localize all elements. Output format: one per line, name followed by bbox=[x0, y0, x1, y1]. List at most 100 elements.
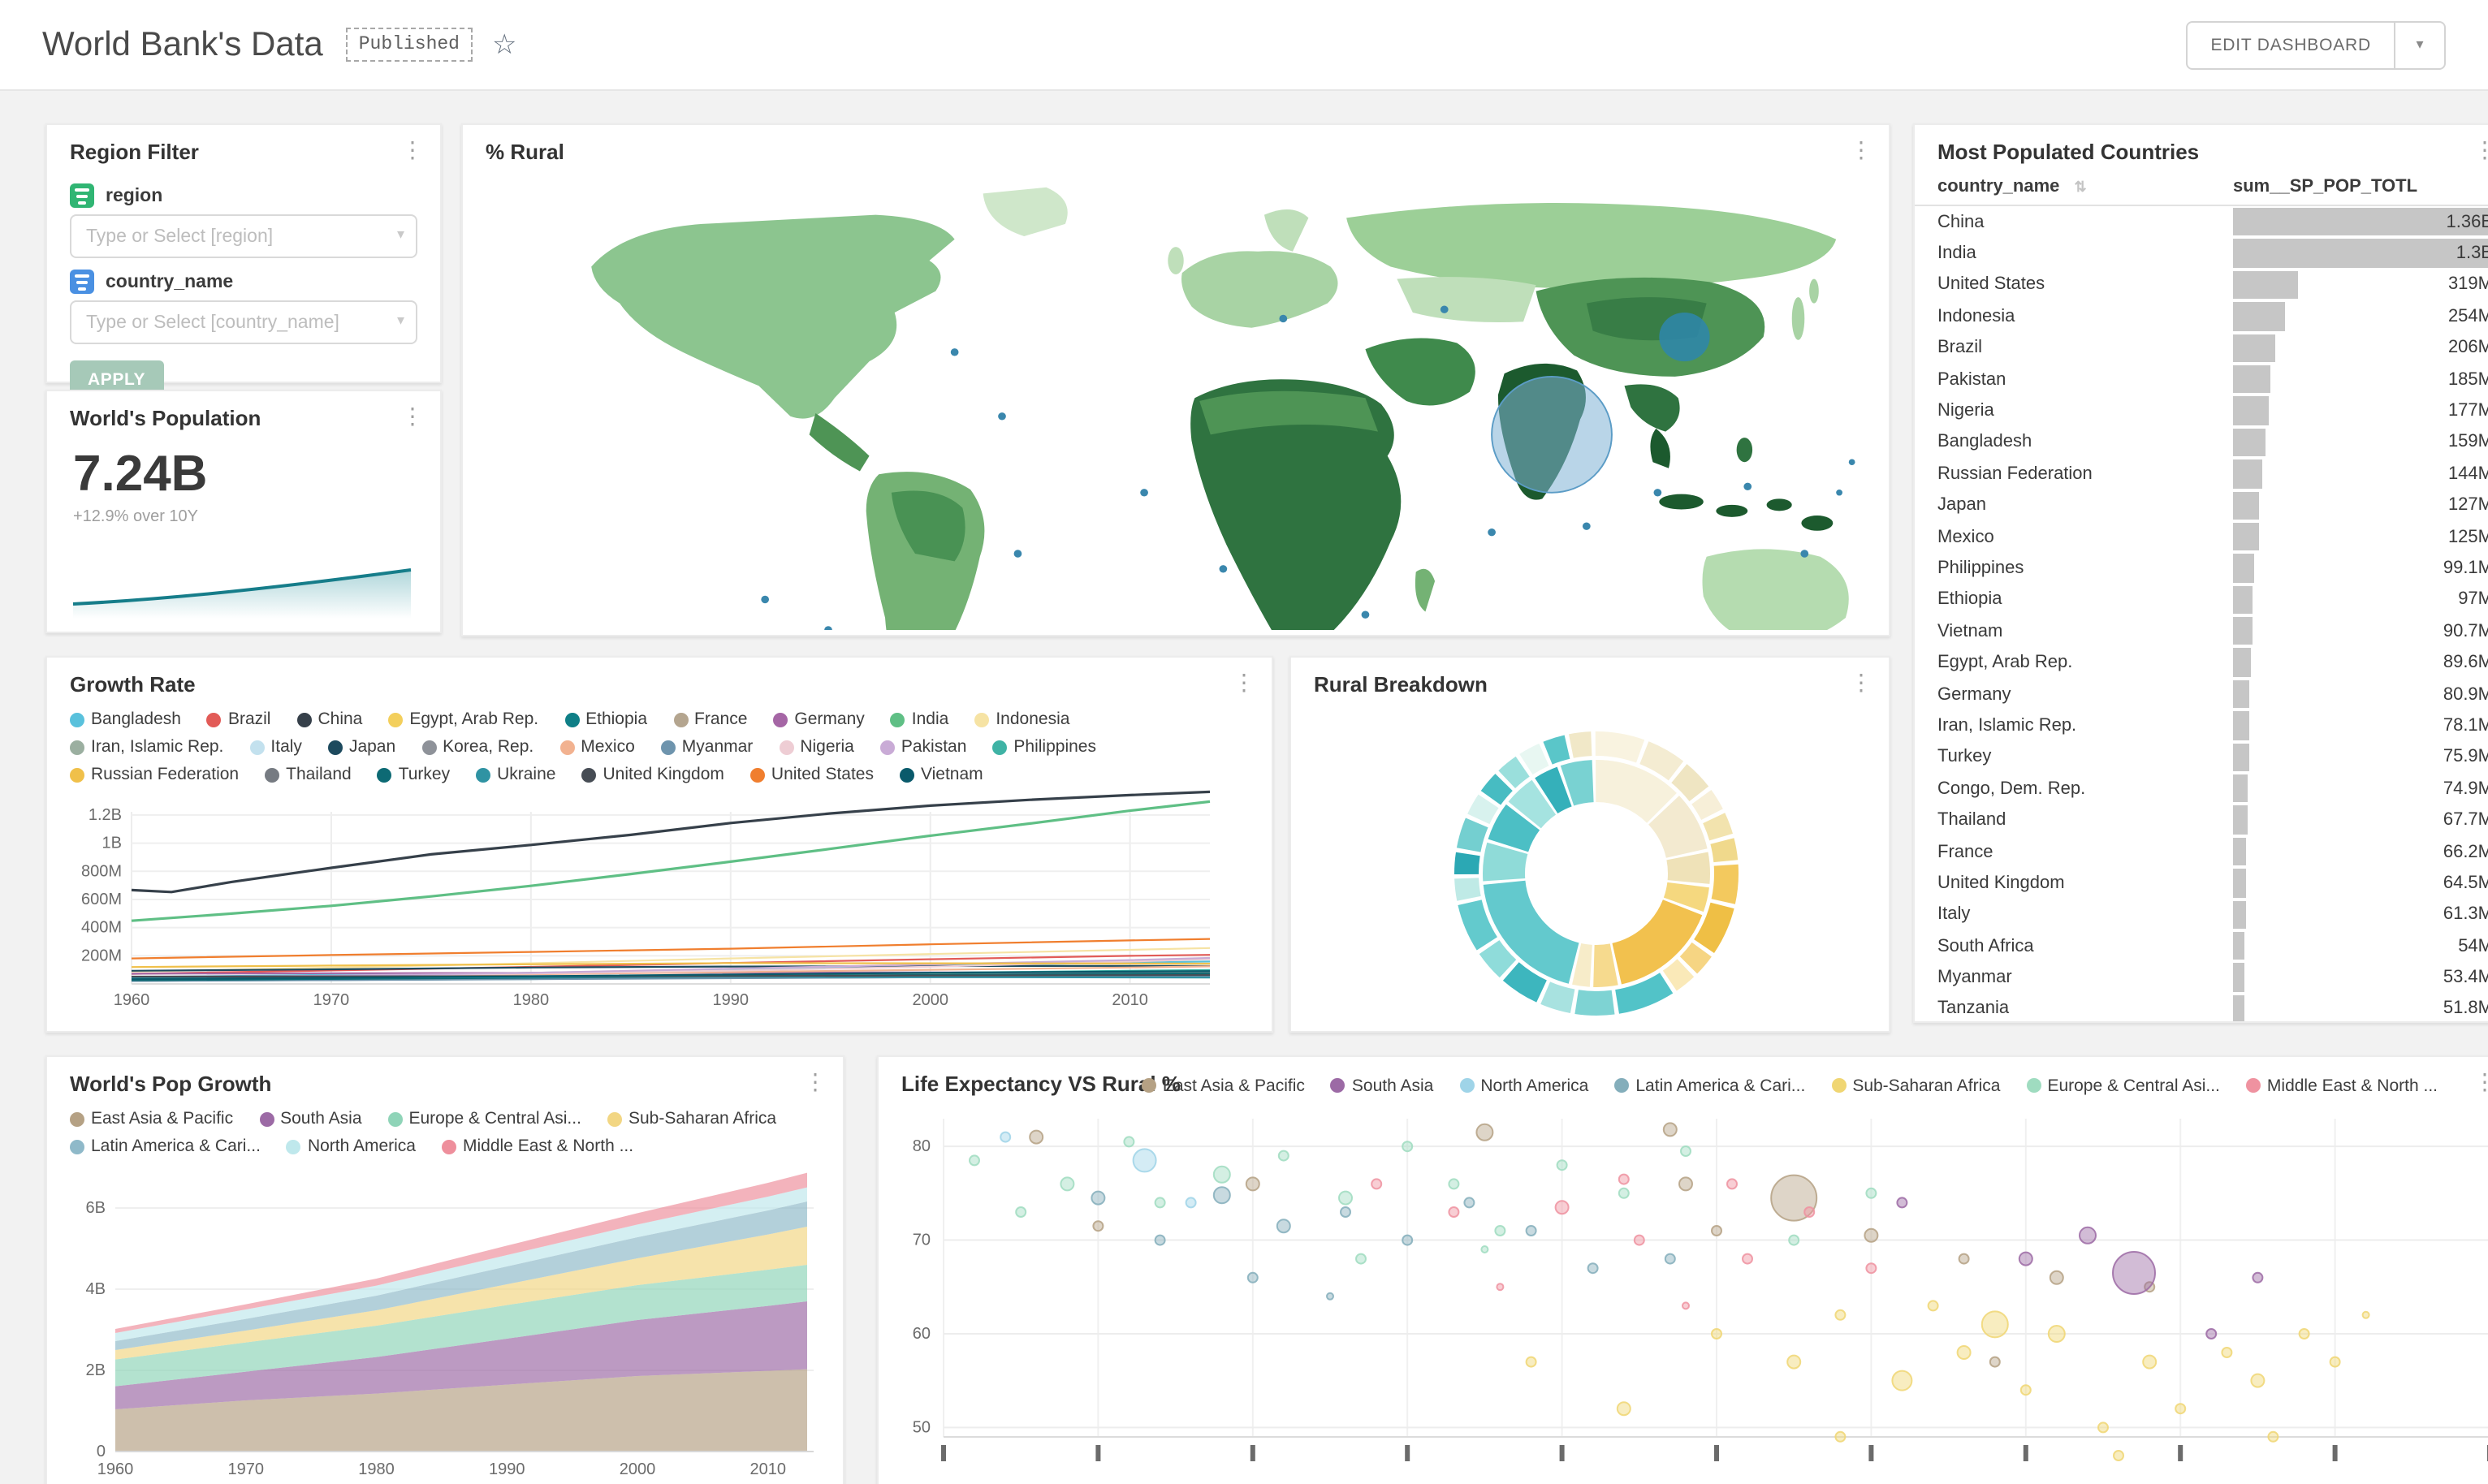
legend-item[interactable]: Vietnam bbox=[900, 766, 983, 783]
published-badge[interactable]: Published bbox=[345, 28, 473, 62]
legend-label: Ukraine bbox=[497, 764, 556, 784]
more-options-icon[interactable]: ⋮ bbox=[1850, 136, 1872, 162]
more-options-icon[interactable]: ⋮ bbox=[1233, 669, 1255, 695]
svg-text:1.2B: 1.2B bbox=[89, 806, 122, 824]
population-value: 125M bbox=[2447, 527, 2488, 547]
edit-dashboard-group: EDIT DASHBOARD ▾ bbox=[2186, 20, 2446, 69]
more-options-icon[interactable]: ⋮ bbox=[401, 403, 424, 429]
table-row: Mexico 125M bbox=[1915, 521, 2488, 553]
legend-item[interactable]: Ethiopia bbox=[564, 711, 647, 729]
svg-text:70: 70 bbox=[913, 1232, 931, 1249]
legend-item[interactable]: Mexico bbox=[559, 739, 635, 756]
country-select: ▾ bbox=[70, 300, 417, 344]
more-options-icon[interactable]: ⋮ bbox=[1850, 669, 1872, 695]
legend-item[interactable]: India bbox=[890, 711, 948, 729]
edit-dashboard-button[interactable]: EDIT DASHBOARD bbox=[2186, 20, 2395, 69]
legend-item[interactable]: South Asia bbox=[259, 1111, 362, 1128]
legend-item[interactable]: Sub-Saharan Africa bbox=[607, 1111, 776, 1128]
legend-item[interactable]: Russian Federation bbox=[70, 766, 239, 783]
card-title: Most Populated Countries bbox=[1937, 140, 2200, 164]
sort-icon[interactable]: ⇅ bbox=[2074, 179, 2087, 195]
table-row: Myanmar 53.4M bbox=[1915, 962, 2488, 994]
legend-label: Latin America & Cari... bbox=[91, 1137, 261, 1156]
field-name: country_name bbox=[106, 272, 234, 291]
country-name-cell: Bangladesh bbox=[1937, 432, 2032, 452]
legend-item[interactable]: United States bbox=[749, 766, 874, 783]
legend-item[interactable]: Latin America & Cari... bbox=[1614, 1076, 1805, 1095]
legend-item[interactable]: Germany bbox=[773, 711, 865, 729]
legend-item[interactable]: South Asia bbox=[1330, 1076, 1433, 1095]
country-name-cell: Japan bbox=[1937, 495, 1986, 516]
legend-dot bbox=[249, 740, 265, 755]
legend-item[interactable]: France bbox=[673, 711, 747, 729]
population-value: 206M bbox=[2447, 338, 2488, 358]
country-name-cell: Tanzania bbox=[1937, 999, 2010, 1019]
edit-dropdown-caret-icon[interactable]: ▾ bbox=[2395, 20, 2446, 69]
country-name-cell: Vietnam bbox=[1937, 621, 2003, 641]
favorite-star-icon[interactable]: ☆ bbox=[492, 28, 517, 59]
legend-dot bbox=[2026, 1078, 2041, 1093]
more-options-icon[interactable]: ⋮ bbox=[804, 1068, 827, 1094]
column-label: sum__SP_POP_TOTL bbox=[2233, 177, 2418, 196]
country-name-cell: China bbox=[1937, 212, 1985, 232]
legend-item[interactable]: Nigeria bbox=[779, 739, 854, 756]
table-row: China 1.36B bbox=[1915, 206, 2488, 238]
legend-item[interactable]: Sub-Saharan Africa bbox=[1831, 1076, 2000, 1095]
value-bar bbox=[2233, 869, 2247, 898]
value-bar bbox=[2233, 302, 2286, 331]
world-map bbox=[591, 187, 1855, 630]
population-value: 97M bbox=[2458, 589, 2488, 610]
legend-item[interactable]: Turkey bbox=[377, 766, 450, 783]
rural-breakdown-card: Rural Breakdown ⋮ bbox=[1289, 656, 1890, 1033]
legend-item[interactable]: United Kingdom bbox=[581, 766, 724, 783]
legend-item[interactable]: Philippines bbox=[992, 739, 1096, 756]
table-row: Tanzania 51.8M bbox=[1915, 994, 2488, 1021]
legend-dot bbox=[476, 767, 491, 782]
population-value-cell: 74.9M bbox=[2233, 773, 2488, 805]
legend-item[interactable]: North America bbox=[286, 1138, 416, 1155]
legend-item[interactable]: Ukraine bbox=[476, 766, 555, 783]
column-header[interactable]: sum__SP_POP_TOTL ⇅ bbox=[2233, 177, 2488, 196]
legend-item[interactable]: China bbox=[296, 710, 363, 730]
legend-item[interactable]: Middle East & North ... bbox=[2245, 1076, 2438, 1095]
most-populated-card: Most Populated Countries ⋮ country_name … bbox=[1913, 123, 2488, 1023]
more-options-icon[interactable]: ⋮ bbox=[2473, 1070, 2488, 1093]
header-bar: World Bank's Data Published ☆ EDIT DASHB… bbox=[0, 0, 2488, 91]
legend-item[interactable]: Bangladesh bbox=[70, 711, 181, 729]
country-name-cell: Congo, Dem. Rep. bbox=[1937, 779, 2086, 799]
legend-item[interactable]: Myanmar bbox=[660, 739, 753, 756]
svg-text:1990: 1990 bbox=[489, 1460, 525, 1478]
legend-item[interactable]: Korea, Rep. bbox=[421, 739, 533, 756]
value-bar bbox=[2233, 837, 2247, 866]
region-select-input[interactable] bbox=[70, 214, 417, 258]
country-select-input[interactable] bbox=[70, 300, 417, 344]
legend-item[interactable]: Europe & Central Asi... bbox=[2026, 1076, 2220, 1095]
table-row: Germany 80.9M bbox=[1915, 679, 2488, 710]
legend-item[interactable]: Thailand bbox=[265, 766, 352, 783]
legend-item[interactable]: Egypt, Arab Rep. bbox=[388, 711, 538, 729]
legend-label: China bbox=[317, 710, 363, 730]
population-value-cell: 54M bbox=[2233, 930, 2488, 962]
legend-item[interactable]: Indonesia bbox=[974, 711, 1069, 729]
legend-item[interactable]: Brazil bbox=[206, 711, 270, 729]
legend-item[interactable]: Pakistan bbox=[879, 739, 966, 756]
more-options-icon[interactable]: ⋮ bbox=[401, 136, 424, 162]
legend-item[interactable]: East Asia & Pacific bbox=[1141, 1076, 1305, 1095]
population-value: 254M bbox=[2447, 306, 2488, 326]
legend-item[interactable]: North America bbox=[1459, 1076, 1588, 1095]
more-options-icon[interactable]: ⋮ bbox=[2473, 138, 2488, 161]
legend-item[interactable]: Middle East & North ... bbox=[442, 1138, 633, 1155]
legend-item[interactable]: Europe & Central Asi... bbox=[387, 1111, 581, 1128]
legend-item[interactable]: Iran, Islamic Rep. bbox=[70, 739, 223, 756]
legend-item[interactable]: Italy bbox=[249, 739, 302, 756]
legend-item[interactable]: Japan bbox=[327, 739, 395, 756]
legend-item[interactable]: Latin America & Cari... bbox=[70, 1138, 261, 1155]
svg-text:0: 0 bbox=[97, 1442, 106, 1460]
legend-item[interactable]: East Asia & Pacific bbox=[70, 1111, 233, 1128]
card-title: Growth Rate bbox=[70, 672, 196, 697]
column-header[interactable]: country_name ⇅ bbox=[1915, 177, 2233, 196]
legend-dot bbox=[879, 740, 895, 755]
population-value: 78.1M bbox=[2443, 715, 2488, 736]
value-bar bbox=[2233, 648, 2252, 677]
